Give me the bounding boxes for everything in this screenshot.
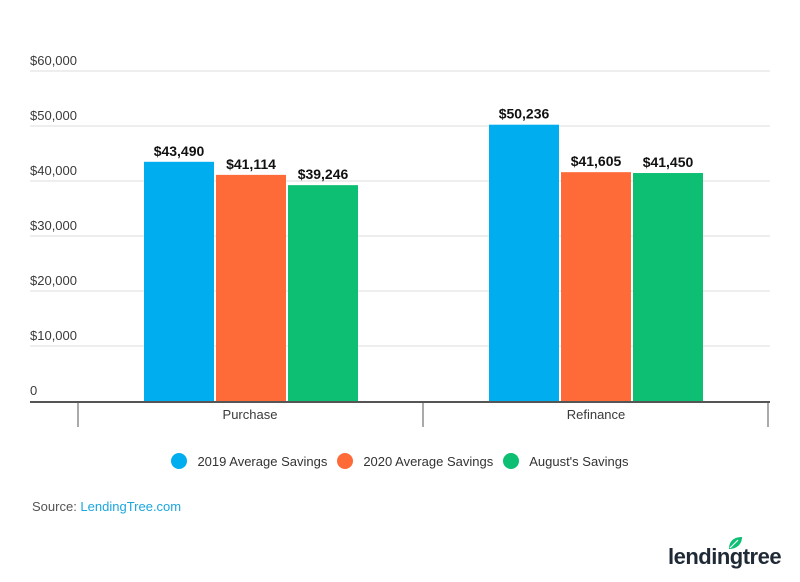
y-tick-label: $20,000 xyxy=(30,273,77,288)
legend-item-2020[interactable]: 2020 Average Savings xyxy=(337,453,493,469)
legend-label: 2019 Average Savings xyxy=(197,453,328,469)
data-label: $41,605 xyxy=(571,153,622,169)
data-label: $41,450 xyxy=(643,154,694,170)
legend-dot-2020 xyxy=(337,453,354,469)
legend-dot-august xyxy=(503,453,520,469)
legend-label: 2020 Average Savings xyxy=(363,453,494,469)
legend: 2019 Average Savings 2020 Average Saving… xyxy=(0,453,800,469)
y-tick-label: $30,000 xyxy=(30,218,77,233)
y-tick-label: 0 xyxy=(30,383,37,398)
x-axis: Purchase Refinance xyxy=(30,401,770,427)
source-prefix: Source: xyxy=(32,499,81,514)
source-note: Source: LendingTree.com xyxy=(32,499,181,514)
bar xyxy=(489,124,559,402)
y-tick-label: $10,000 xyxy=(30,328,77,343)
legend-item-august[interactable]: August's Savings xyxy=(503,453,629,469)
y-tick-label: $40,000 xyxy=(30,163,77,178)
legend-label: August's Savings xyxy=(529,453,629,469)
y-tick-label: $60,000 xyxy=(30,53,77,68)
y-axis-tick-labels: 0 $10,000 $20,000 $30,000 $40,000 $50,000 $60,… xyxy=(30,53,77,398)
leaf-icon xyxy=(729,537,742,549)
x-tick-label: Purchase xyxy=(223,407,278,422)
bar xyxy=(288,185,358,401)
bar xyxy=(561,172,631,401)
data-label: $50,236 xyxy=(499,106,550,122)
bar xyxy=(633,173,703,401)
data-label: $39,246 xyxy=(298,166,349,182)
legend-dot-2019 xyxy=(171,453,188,469)
bars xyxy=(144,124,703,402)
source-link[interactable]: LendingTree.com xyxy=(80,499,182,514)
logo-wordmark: lendingtree xyxy=(668,544,782,569)
bar-chart: 0 $10,000 $20,000 $30,000 $40,000 $50,000 $60,… xyxy=(30,53,770,427)
lendingtree-logo: lendingtree xyxy=(668,536,788,576)
bar xyxy=(216,174,286,401)
y-tick-label: $50,000 xyxy=(30,108,77,123)
legend-item-2019[interactable]: 2019 Average Savings xyxy=(171,453,327,469)
bar xyxy=(144,161,214,401)
data-label: $43,490 xyxy=(154,143,205,159)
x-tick-label: Refinance xyxy=(567,407,626,422)
data-label: $41,114 xyxy=(226,156,276,172)
data-labels: $43,490 $41,114 $39,246 $50,236 $41,605 $41,4… xyxy=(154,106,694,182)
